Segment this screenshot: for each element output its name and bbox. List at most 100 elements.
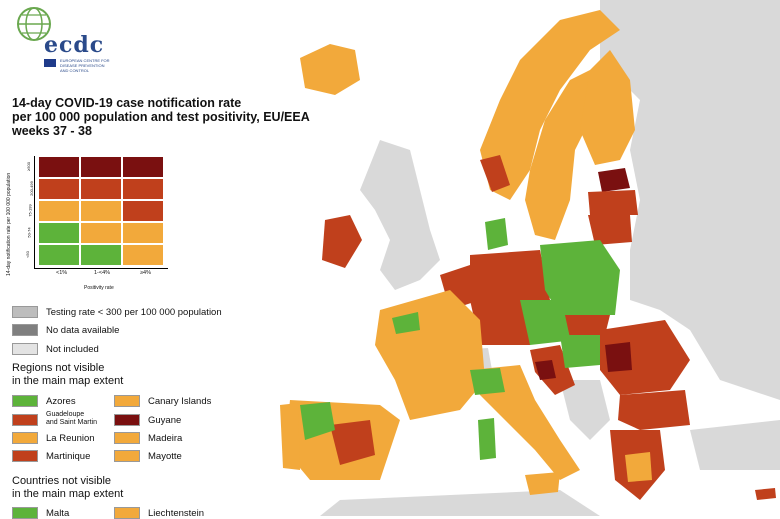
no-data-swatch bbox=[12, 324, 38, 336]
y-tick-0: ≥500 bbox=[25, 162, 31, 171]
martinique-swatch bbox=[12, 450, 38, 462]
iceland bbox=[300, 44, 360, 95]
y-tick-4: <50 bbox=[24, 251, 30, 258]
denmark bbox=[485, 218, 508, 250]
matrix-cell-r3-c1 bbox=[80, 222, 122, 244]
eu-flag-icon bbox=[44, 59, 56, 67]
spain-green bbox=[300, 402, 335, 440]
finland bbox=[580, 50, 635, 165]
matrix-cell-r1-c0 bbox=[38, 178, 80, 200]
france bbox=[375, 290, 485, 420]
guadeloupe-label: Guadeloupe and Saint Martin bbox=[46, 411, 97, 426]
italy bbox=[470, 365, 580, 480]
matrix-x-axis-label: Positivity rate bbox=[84, 285, 114, 291]
cyprus bbox=[755, 488, 776, 500]
x-tick-ge4: ≥4% bbox=[140, 270, 151, 276]
matrix-cell-r0-c1 bbox=[80, 156, 122, 178]
matrix-cell-r4-c0 bbox=[38, 244, 80, 266]
greece-orange bbox=[625, 452, 652, 482]
latvia bbox=[588, 190, 638, 215]
portugal bbox=[280, 403, 300, 470]
no-data-label: No data available bbox=[46, 325, 120, 336]
title-line-1: 14-day COVID-19 case notification rate bbox=[12, 96, 242, 110]
czechia-austria bbox=[520, 300, 575, 345]
turkey-region bbox=[690, 420, 780, 470]
not-included-label: Not included bbox=[46, 344, 99, 355]
title-line-3: weeks 37 - 38 bbox=[12, 124, 92, 138]
belarus-ukraine-region bbox=[630, 250, 720, 330]
countries-heading-1: Countries not visible bbox=[12, 475, 112, 487]
map-title: 14-day COVID-19 case notification rate p… bbox=[12, 96, 312, 138]
uk-region bbox=[360, 140, 440, 290]
matrix-cell-r3-c2 bbox=[122, 222, 164, 244]
x-tick-lt1: <1% bbox=[56, 270, 68, 276]
testing-rate-label: Testing rate < 300 per 100 000 populatio… bbox=[46, 307, 222, 318]
matrix-cell-r4-c1 bbox=[80, 244, 122, 266]
matrix-cell-r0-c2 bbox=[122, 156, 164, 178]
matrix-y-axis bbox=[34, 156, 35, 268]
estonia bbox=[598, 168, 630, 192]
canary-label: Canary Islands bbox=[148, 396, 212, 407]
matrix-cell-r2-c2 bbox=[122, 200, 164, 222]
matrix-cell-r3-c0 bbox=[38, 222, 80, 244]
not-included-swatch bbox=[12, 343, 38, 355]
matrix-cell-r0-c0 bbox=[38, 156, 80, 178]
france-green bbox=[392, 312, 420, 334]
title-line-2: per 100 000 population and test positivi… bbox=[12, 110, 310, 124]
azores-label: Azores bbox=[46, 396, 76, 407]
globe-icon bbox=[17, 7, 51, 41]
ecdc-logo: ecdc EUROPEAN CENTRE FOR DISEASE PREVENT… bbox=[14, 4, 110, 73]
norway-red bbox=[480, 155, 510, 192]
hungary bbox=[560, 335, 605, 368]
sweden bbox=[525, 70, 595, 240]
regions-heading-1: Regions not visible bbox=[12, 362, 105, 374]
lithuania bbox=[588, 215, 632, 245]
y-tick-2: 75-199 bbox=[27, 204, 33, 217]
mayotte-swatch bbox=[114, 450, 140, 462]
matrix-cell-r4-c2 bbox=[122, 244, 164, 266]
north-africa bbox=[320, 490, 600, 516]
romania bbox=[600, 320, 690, 395]
malta-label: Malta bbox=[46, 508, 70, 519]
poland bbox=[540, 240, 620, 315]
madeira-swatch bbox=[114, 432, 140, 444]
eu-countries bbox=[280, 10, 776, 500]
azores-swatch bbox=[12, 395, 38, 407]
guyane-label: Guyane bbox=[148, 415, 182, 426]
guyane-swatch bbox=[114, 414, 140, 426]
y-tick-3: 50-74 bbox=[26, 227, 32, 238]
reunion-swatch bbox=[12, 432, 38, 444]
matrix-y-axis-label: 14-day notification rate per 100 000 pop… bbox=[6, 172, 12, 276]
balkans-nonEU bbox=[560, 380, 610, 440]
reunion-label: La Reunion bbox=[46, 433, 95, 444]
sicily bbox=[525, 472, 560, 495]
regions-heading-2: in the main map extent bbox=[12, 375, 124, 387]
slovakia bbox=[565, 315, 610, 338]
malta-swatch bbox=[12, 507, 38, 519]
non-eu-land bbox=[320, 0, 780, 516]
croatia-dark bbox=[535, 360, 556, 380]
mayotte-label: Mayotte bbox=[148, 451, 182, 462]
x-tick-1-4: 1-<4% bbox=[94, 270, 111, 276]
matrix-x-axis bbox=[34, 268, 168, 269]
logo-subtitle: EUROPEAN CENTRE FOR DISEASE PREVENTION A… bbox=[60, 58, 110, 73]
guadeloupe-swatch bbox=[12, 414, 38, 426]
martinique-label: Martinique bbox=[46, 451, 91, 462]
bulgaria bbox=[618, 390, 690, 430]
sardinia bbox=[478, 418, 496, 460]
logo-wordmark: ecdc bbox=[44, 32, 105, 58]
ireland bbox=[322, 215, 362, 268]
italy-green bbox=[470, 368, 505, 395]
matrix-cell-r2-c0 bbox=[38, 200, 80, 222]
countries-heading-2: in the main map extent bbox=[12, 488, 124, 500]
canary-swatch bbox=[114, 395, 140, 407]
norway bbox=[480, 10, 620, 200]
madeira-label: Madeira bbox=[148, 433, 183, 444]
liechtenstein-label: Liechtenstein bbox=[148, 508, 204, 519]
romania-dark bbox=[605, 342, 632, 372]
russia-region bbox=[600, 0, 780, 400]
matrix-cell-r2-c1 bbox=[80, 200, 122, 222]
testing-rate-swatch bbox=[12, 306, 38, 318]
liechtenstein-swatch bbox=[114, 507, 140, 519]
